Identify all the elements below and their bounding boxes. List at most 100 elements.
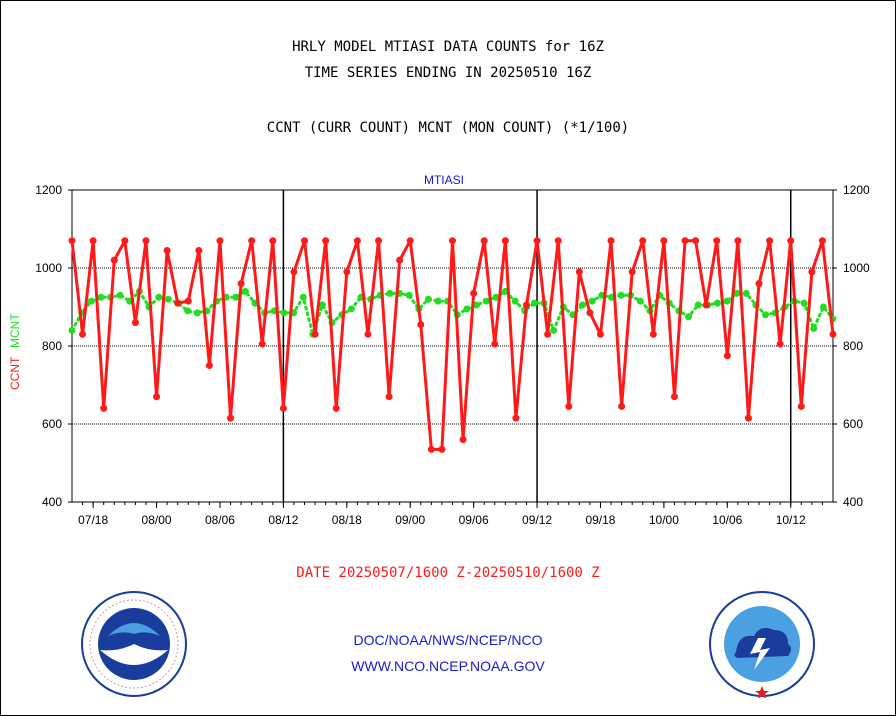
- ylabel-mcnt: MCNT: [8, 313, 22, 348]
- data-point-ccnt: [174, 299, 182, 307]
- date-range: DATE 20250507/1600 Z-20250510/1600 Z: [296, 565, 600, 581]
- panel-label: MTIASI: [424, 173, 464, 187]
- data-point-mcnt: [347, 305, 355, 313]
- data-point-ccnt: [660, 237, 668, 245]
- data-point-ccnt: [755, 280, 763, 288]
- data-point-ccnt: [396, 256, 404, 264]
- data-point-mcnt: [617, 291, 625, 299]
- data-point-mcnt: [733, 289, 741, 297]
- y-tick-label-right: 800: [843, 339, 863, 353]
- y-tick-label-right: 1200: [843, 183, 870, 197]
- data-point-ccnt: [311, 330, 319, 338]
- data-point-ccnt: [343, 268, 351, 276]
- data-point-mcnt: [299, 293, 307, 301]
- x-tick-label: 08/00: [142, 513, 172, 527]
- data-point-ccnt: [670, 393, 678, 401]
- data-point-ccnt: [385, 393, 393, 401]
- chart-title-line2: TIME SERIES ENDING IN 20250510 16Z: [304, 65, 592, 81]
- x-tick-label: 07/18: [78, 513, 108, 527]
- data-point-mcnt: [762, 311, 770, 319]
- data-point-ccnt: [131, 319, 139, 327]
- data-point-mcnt: [318, 301, 326, 309]
- data-point-mcnt: [434, 297, 442, 305]
- ylabel-ccnt: CCNT: [8, 356, 22, 390]
- data-point-ccnt: [649, 330, 657, 338]
- data-point-ccnt: [301, 237, 309, 245]
- data-point-ccnt: [205, 362, 213, 369]
- x-tick-label: 08/12: [268, 513, 298, 527]
- series-line-ccnt: [70, 239, 835, 451]
- data-point-ccnt: [438, 445, 446, 453]
- data-point-mcnt: [492, 293, 500, 301]
- data-point-ccnt: [713, 237, 721, 245]
- data-point-mcnt: [405, 291, 413, 299]
- data-point-ccnt: [776, 340, 784, 348]
- data-point-ccnt: [89, 237, 97, 245]
- data-point-mcnt: [810, 324, 818, 332]
- data-point-ccnt: [375, 237, 383, 245]
- data-point-mcnt: [511, 297, 519, 305]
- chart-subtitle: CCNT (CURR COUNT) MCNT (MON COUNT) (*1/1…: [266, 120, 630, 136]
- data-point-ccnt: [575, 268, 583, 276]
- data-point-mcnt: [463, 305, 471, 313]
- data-point-mcnt: [386, 289, 394, 297]
- data-point-ccnt: [322, 237, 330, 245]
- data-point-mcnt: [193, 309, 201, 317]
- data-point-ccnt: [734, 237, 742, 245]
- data-point-ccnt: [692, 237, 700, 245]
- data-point-mcnt: [742, 289, 750, 297]
- data-point-mcnt: [800, 299, 808, 307]
- data-point-ccnt: [184, 297, 192, 305]
- data-point-ccnt: [290, 268, 298, 276]
- data-point-ccnt: [279, 404, 287, 412]
- data-point-mcnt: [68, 326, 76, 334]
- x-tick-label: 09/12: [522, 513, 552, 527]
- data-point-ccnt: [195, 246, 203, 254]
- data-point-ccnt: [406, 237, 414, 245]
- data-point-ccnt: [639, 237, 647, 245]
- y-tick-label-right: 1000: [843, 261, 870, 275]
- x-tick-label: 09/18: [585, 513, 615, 527]
- data-point-mcnt: [232, 293, 240, 301]
- y-tick-label-left: 1000: [35, 261, 62, 275]
- noaa-logo-icon[interactable]: [80, 590, 188, 698]
- data-point-ccnt: [79, 330, 87, 338]
- data-point-ccnt: [522, 301, 530, 309]
- data-point-ccnt: [818, 237, 826, 245]
- x-tick-label: 08/18: [332, 513, 362, 527]
- data-point-ccnt: [480, 237, 488, 245]
- y-tick-label-left: 1200: [35, 183, 62, 197]
- data-point-mcnt: [424, 295, 432, 303]
- data-point-ccnt: [216, 237, 224, 245]
- x-tick-label: 09/00: [395, 513, 425, 527]
- data-point-mcnt: [116, 291, 124, 299]
- nws-logo-icon[interactable]: [708, 590, 816, 698]
- data-point-ccnt: [766, 237, 774, 245]
- data-point-mcnt: [473, 301, 481, 309]
- data-point-ccnt: [544, 330, 552, 338]
- data-point-ccnt: [554, 237, 562, 245]
- x-tick-label: 10/06: [712, 513, 742, 527]
- data-point-ccnt: [787, 237, 795, 245]
- data-point-mcnt: [713, 299, 721, 307]
- org-path-link[interactable]: DOC/NOAA/NWS/NCEP/NCO: [353, 632, 543, 648]
- data-point-ccnt: [681, 237, 689, 245]
- x-tick-label: 10/12: [776, 513, 806, 527]
- data-point-mcnt: [530, 299, 538, 307]
- y-tick-label-left: 800: [42, 339, 62, 353]
- website-link[interactable]: WWW.NCO.NCEP.NOAA.GOV: [351, 658, 545, 674]
- data-point-ccnt: [459, 436, 467, 444]
- data-point-ccnt: [427, 445, 435, 453]
- data-point-ccnt: [628, 268, 636, 276]
- data-point-mcnt: [482, 297, 490, 305]
- data-point-ccnt: [491, 340, 499, 348]
- data-point-mcnt: [87, 297, 95, 305]
- data-point-ccnt: [808, 268, 816, 276]
- data-point-mcnt: [636, 297, 644, 305]
- data-point-ccnt: [417, 321, 425, 329]
- data-point-mcnt: [685, 313, 693, 321]
- data-point-mcnt: [588, 297, 596, 305]
- y-tick-label-right: 600: [843, 417, 863, 431]
- data-point-mcnt: [694, 301, 702, 309]
